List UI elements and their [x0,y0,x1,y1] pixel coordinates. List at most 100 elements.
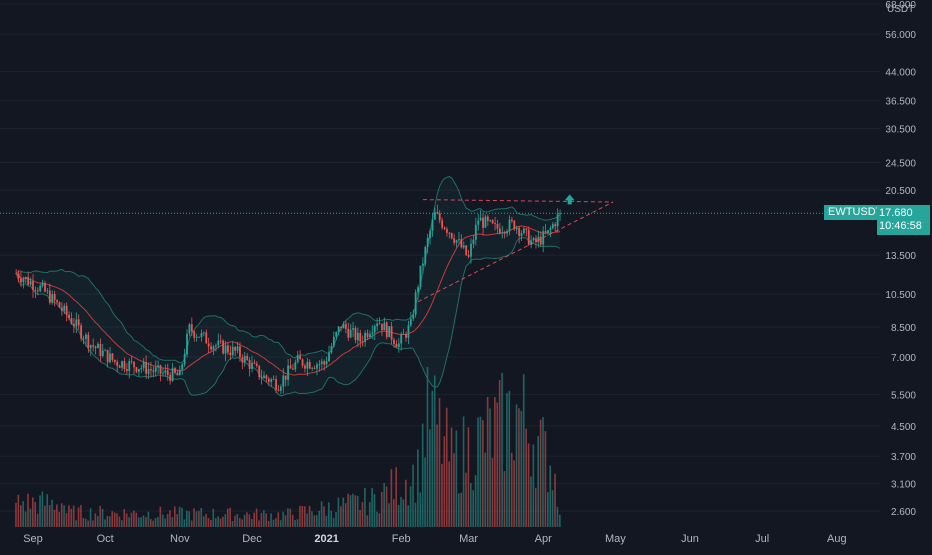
candle-body [527,229,530,245]
price-axis[interactable]: 68.000 56.000 44.000 36.500 30.500 24.500 20.5… [885,0,916,518]
candle-body [267,378,270,382]
candle-body [279,386,282,391]
volume-bar [445,407,448,527]
candle-body [347,328,350,338]
volume-bar [154,517,157,527]
candle-body [224,345,227,354]
candle-body [356,332,359,341]
candle-body [424,246,427,264]
time-axis[interactable]: Sep Oct Nov Dec 2021 Feb Mar Apr May Jun Jul Aug [23,533,846,545]
candle-body [332,336,335,347]
candle-body [520,233,523,236]
candle-body [354,328,357,341]
volume-bar [503,471,506,527]
candle-body [395,343,398,348]
candle-body [152,370,155,372]
candle-body [227,345,229,353]
volume-bar [421,423,424,527]
volume-bar [539,419,542,527]
candle-body [166,370,169,375]
candle-body [99,343,102,356]
volume-bar [359,509,361,527]
x-tick-label: Sep [23,533,43,545]
volume-bar [101,508,104,527]
candle-body [39,285,42,292]
triangle-pattern[interactable] [417,194,614,303]
candle-body [277,389,280,391]
candle-body [68,314,70,319]
volume-bar [99,505,101,527]
volume-bar [313,515,316,527]
candle-body [448,232,451,234]
volume-bar [383,483,385,527]
candle-body [344,323,347,329]
y-tick-label: 5.500 [891,391,916,402]
candle-body [513,220,516,230]
candle-body [198,336,200,338]
volume-bar [248,514,251,527]
volume-bar [291,514,294,527]
candle-body [436,212,439,214]
volume-bar [467,427,470,527]
volume-bar [217,516,219,527]
volume-bar [328,502,330,527]
candle-body [157,365,160,368]
candle-body [434,212,436,220]
candle-body [255,363,258,366]
volume-bar [82,517,85,527]
volume-bar [137,517,140,527]
candle-body [294,362,297,370]
volume-bar [337,497,340,527]
candle-body [265,375,268,379]
candle-body [282,375,285,387]
candle-body [222,340,225,354]
candle-body [140,367,143,370]
candle-body [202,332,205,334]
candle-body [36,290,39,292]
candle-body [489,220,492,222]
volume-bar [152,520,154,527]
volume-bar [506,393,508,527]
volume-bar [390,469,393,527]
volume-bar [190,520,193,527]
volume-bar [241,519,243,527]
candle-body [272,379,275,381]
candle-body [241,357,244,363]
candle-body [465,245,468,256]
volume-bar [554,473,556,527]
candle-body [539,236,542,245]
volume-bar [142,515,145,527]
volume-bar [559,514,561,527]
volume-bar [378,513,381,527]
volume-bar [479,416,482,527]
volume-bars [15,367,561,527]
volume-bar [482,420,484,527]
volume-bar [212,508,215,527]
volume-bar [318,510,320,527]
candle-body [111,353,114,360]
x-tick-label: Jul [755,533,769,545]
x-tick-label: Feb [392,533,411,545]
candle-body [186,333,188,355]
volume-bar [498,379,501,527]
volume-bar [135,512,138,527]
candle-body [299,355,302,360]
volume-bar [36,513,39,527]
candle-body [479,217,482,221]
last-price-badge: 17.680 10:46:58 [877,205,930,235]
volume-bar [46,494,49,527]
volume-bar [397,505,400,527]
candle-body [215,345,217,347]
candle-body [27,276,30,285]
candle-body [364,332,367,342]
volume-bar [118,516,121,527]
band-lower [15,237,561,397]
candle-body [284,375,287,380]
candle-body [496,223,499,229]
volume-bar [301,505,304,527]
candle-body [287,365,289,380]
candle-body [181,364,184,370]
volume-bar [532,444,535,527]
